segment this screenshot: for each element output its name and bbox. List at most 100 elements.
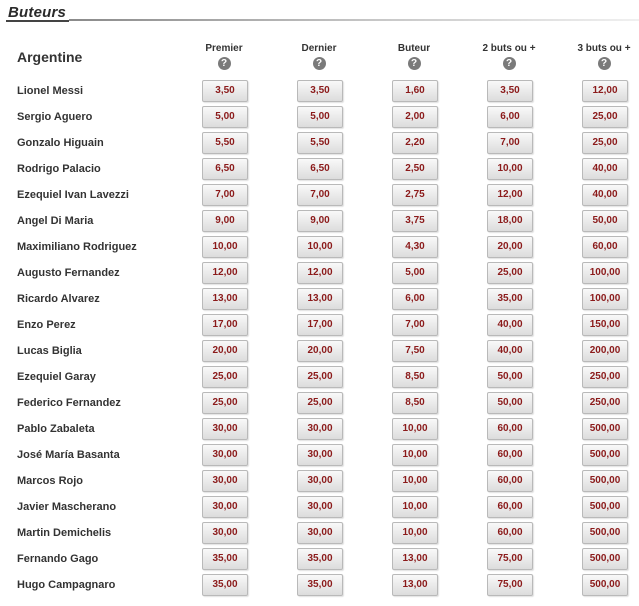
odds-button[interactable]: 25,00 <box>582 106 628 128</box>
odds-button[interactable]: 60,00 <box>582 236 628 258</box>
odds-button[interactable]: 100,00 <box>582 262 628 284</box>
odds-button[interactable]: 5,50 <box>202 132 248 154</box>
odds-button[interactable]: 25,00 <box>297 392 343 414</box>
odds-button[interactable]: 18,00 <box>487 210 533 232</box>
odds-button[interactable]: 5,50 <box>297 132 343 154</box>
odds-button[interactable]: 200,00 <box>582 340 628 362</box>
odds-button[interactable]: 60,00 <box>487 496 533 518</box>
odds-button[interactable]: 40,00 <box>582 158 628 180</box>
odds-button[interactable]: 75,00 <box>487 574 533 596</box>
odds-button[interactable]: 17,00 <box>202 314 248 336</box>
odds-button[interactable]: 500,00 <box>582 470 628 492</box>
odds-button[interactable]: 12,00 <box>202 262 248 284</box>
odds-button[interactable]: 30,00 <box>297 418 343 440</box>
help-icon[interactable]: ? <box>217 57 231 70</box>
odds-button[interactable]: 13,00 <box>297 288 343 310</box>
odds-button[interactable]: 30,00 <box>202 470 248 492</box>
odds-button[interactable]: 2,75 <box>392 184 438 206</box>
odds-button[interactable]: 3,75 <box>392 210 438 232</box>
odds-button[interactable]: 40,00 <box>582 184 628 206</box>
odds-button[interactable]: 40,00 <box>487 340 533 362</box>
odds-button[interactable]: 250,00 <box>582 392 628 414</box>
odds-button[interactable]: 30,00 <box>297 470 343 492</box>
odds-button[interactable]: 30,00 <box>202 496 248 518</box>
odds-button[interactable]: 6,50 <box>202 158 248 180</box>
odds-button[interactable]: 3,50 <box>202 80 248 102</box>
odds-button[interactable]: 500,00 <box>582 574 628 596</box>
odds-button[interactable]: 7,00 <box>392 314 438 336</box>
odds-button[interactable]: 5,00 <box>202 106 248 128</box>
odds-button[interactable]: 20,00 <box>487 236 533 258</box>
odds-button[interactable]: 12,00 <box>582 80 628 102</box>
odds-button[interactable]: 1,60 <box>392 80 438 102</box>
odds-button[interactable]: 60,00 <box>487 418 533 440</box>
odds-button[interactable]: 20,00 <box>202 340 248 362</box>
odds-button[interactable]: 13,00 <box>392 548 438 570</box>
odds-button[interactable]: 35,00 <box>202 548 248 570</box>
odds-button[interactable]: 500,00 <box>582 548 628 570</box>
odds-button[interactable]: 35,00 <box>297 574 343 596</box>
odds-button[interactable]: 35,00 <box>297 548 343 570</box>
odds-button[interactable]: 25,00 <box>202 392 248 414</box>
odds-button[interactable]: 60,00 <box>487 470 533 492</box>
odds-button[interactable]: 500,00 <box>582 444 628 466</box>
odds-button[interactable]: 25,00 <box>582 132 628 154</box>
odds-button[interactable]: 60,00 <box>487 522 533 544</box>
odds-button[interactable]: 10,00 <box>487 158 533 180</box>
help-icon[interactable]: ? <box>502 57 516 70</box>
odds-button[interactable]: 50,00 <box>487 366 533 388</box>
odds-button[interactable]: 7,50 <box>392 340 438 362</box>
odds-button[interactable]: 60,00 <box>487 444 533 466</box>
odds-button[interactable]: 7,00 <box>202 184 248 206</box>
odds-button[interactable]: 7,00 <box>297 184 343 206</box>
odds-button[interactable]: 35,00 <box>202 574 248 596</box>
odds-button[interactable]: 500,00 <box>582 522 628 544</box>
odds-button[interactable]: 5,00 <box>297 106 343 128</box>
odds-button[interactable]: 6,00 <box>487 106 533 128</box>
odds-button[interactable]: 25,00 <box>202 366 248 388</box>
help-icon[interactable]: ? <box>407 57 421 70</box>
odds-button[interactable]: 2,20 <box>392 132 438 154</box>
odds-button[interactable]: 10,00 <box>392 470 438 492</box>
odds-button[interactable]: 30,00 <box>297 522 343 544</box>
odds-button[interactable]: 3,50 <box>487 80 533 102</box>
odds-button[interactable]: 9,00 <box>202 210 248 232</box>
odds-button[interactable]: 75,00 <box>487 548 533 570</box>
odds-button[interactable]: 13,00 <box>202 288 248 310</box>
odds-button[interactable]: 5,00 <box>392 262 438 284</box>
odds-button[interactable]: 2,00 <box>392 106 438 128</box>
odds-button[interactable]: 150,00 <box>582 314 628 336</box>
odds-button[interactable]: 10,00 <box>392 496 438 518</box>
odds-button[interactable]: 30,00 <box>202 418 248 440</box>
odds-button[interactable]: 30,00 <box>297 496 343 518</box>
odds-button[interactable]: 30,00 <box>202 444 248 466</box>
odds-button[interactable]: 12,00 <box>487 184 533 206</box>
odds-button[interactable]: 2,50 <box>392 158 438 180</box>
odds-button[interactable]: 7,00 <box>487 132 533 154</box>
odds-button[interactable]: 100,00 <box>582 288 628 310</box>
odds-button[interactable]: 10,00 <box>202 236 248 258</box>
odds-button[interactable]: 3,50 <box>297 80 343 102</box>
odds-button[interactable]: 250,00 <box>582 366 628 388</box>
help-icon[interactable]: ? <box>597 57 611 70</box>
odds-button[interactable]: 10,00 <box>392 444 438 466</box>
odds-button[interactable]: 8,50 <box>392 392 438 414</box>
odds-button[interactable]: 6,50 <box>297 158 343 180</box>
odds-button[interactable]: 9,00 <box>297 210 343 232</box>
odds-button[interactable]: 10,00 <box>392 522 438 544</box>
odds-button[interactable]: 30,00 <box>297 444 343 466</box>
odds-button[interactable]: 50,00 <box>487 392 533 414</box>
odds-button[interactable]: 25,00 <box>487 262 533 284</box>
odds-button[interactable]: 500,00 <box>582 496 628 518</box>
odds-button[interactable]: 12,00 <box>297 262 343 284</box>
odds-button[interactable]: 8,50 <box>392 366 438 388</box>
odds-button[interactable]: 10,00 <box>392 418 438 440</box>
odds-button[interactable]: 10,00 <box>297 236 343 258</box>
odds-button[interactable]: 4,30 <box>392 236 438 258</box>
odds-button[interactable]: 35,00 <box>487 288 533 310</box>
odds-button[interactable]: 6,00 <box>392 288 438 310</box>
odds-button[interactable]: 25,00 <box>297 366 343 388</box>
odds-button[interactable]: 13,00 <box>392 574 438 596</box>
help-icon[interactable]: ? <box>312 57 326 70</box>
odds-button[interactable]: 40,00 <box>487 314 533 336</box>
